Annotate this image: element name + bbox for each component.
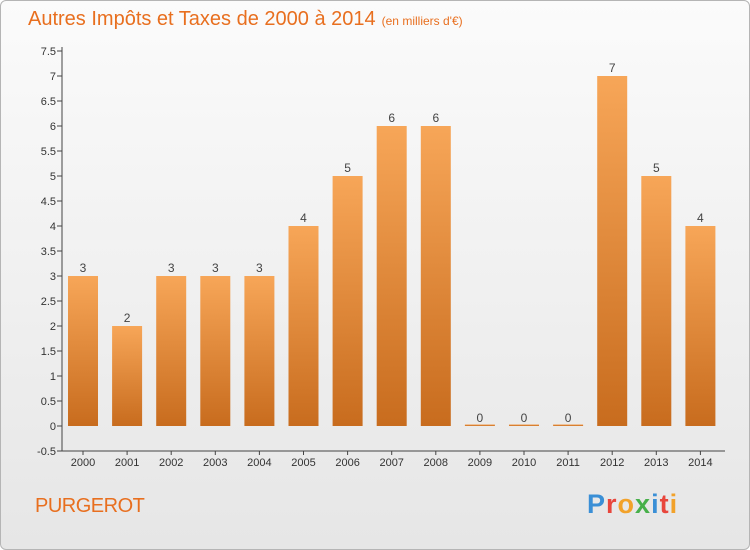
data-label: 2: [124, 311, 131, 325]
y-tick-label: 5: [50, 171, 56, 183]
data-label: 3: [80, 261, 87, 275]
data-label: 3: [212, 261, 219, 275]
bar: [200, 276, 231, 426]
bar: [553, 424, 584, 426]
bar: [597, 76, 628, 426]
x-tick-label: 2013: [644, 457, 668, 469]
x-tick-label: 2000: [71, 457, 95, 469]
y-tick-label: 4.5: [41, 196, 56, 208]
bar: [112, 326, 143, 426]
y-tick-label: 6: [50, 121, 56, 133]
data-label: 3: [168, 261, 175, 275]
y-tick-label: 2: [50, 321, 56, 333]
data-label: 0: [521, 411, 528, 425]
x-tick-label: 2003: [203, 457, 227, 469]
logo-letter: t: [659, 489, 670, 519]
data-label: 6: [432, 111, 439, 125]
logo-letter: o: [617, 489, 636, 519]
x-tick-label: 2009: [468, 457, 492, 469]
bar: [464, 424, 495, 426]
bar: [244, 276, 275, 426]
bar: [68, 276, 98, 426]
y-tick-label: 0: [50, 421, 56, 433]
data-label: 4: [697, 211, 704, 225]
y-tick-label: 1.5: [41, 346, 56, 358]
bar: [156, 276, 187, 426]
logo-letter: i: [669, 489, 679, 519]
chart-title-block: Autres Impôts et Taxes de 2000 à 2014 (en…: [28, 8, 463, 31]
x-tick-label: 2011: [556, 457, 580, 469]
bar: [641, 176, 672, 426]
data-label: 7: [609, 61, 616, 75]
commune-name: PURGEROT: [35, 495, 145, 517]
bar: [332, 176, 363, 426]
x-tick-label: 2002: [159, 457, 183, 469]
data-label: 6: [388, 111, 395, 125]
data-label: 3: [256, 261, 263, 275]
bar: [376, 126, 407, 426]
y-tick-label: 1: [50, 371, 56, 383]
x-tick-label: 2004: [247, 457, 271, 469]
logo-letter: i: [651, 489, 660, 519]
data-label: 5: [653, 161, 660, 175]
y-tick-label: 0.5: [41, 396, 56, 408]
y-tick-label: 3: [50, 271, 56, 283]
data-label: 0: [477, 411, 484, 425]
y-tick-label: 2.5: [41, 296, 56, 308]
x-tick-label: 2006: [335, 457, 359, 469]
x-tick-label: 2007: [379, 457, 403, 469]
unit-note: (en milliers d'€): [381, 14, 463, 28]
proxiti-logo: Proxiti: [587, 489, 678, 520]
data-label: 5: [344, 161, 351, 175]
x-tick-label: 2001: [115, 457, 139, 469]
logo-letter: r: [606, 489, 618, 519]
x-tick-label: 2008: [424, 457, 448, 469]
y-tick-label: 7: [50, 71, 56, 83]
logo-letter: P: [587, 489, 607, 519]
bar: [685, 226, 716, 426]
y-tick-label: 5.5: [41, 146, 56, 158]
y-tick-label: 3.5: [41, 246, 56, 258]
chart-title: Autres Impôts et Taxes de 2000 à 2014: [28, 8, 376, 30]
bar: [288, 226, 319, 426]
y-tick-label: 7.5: [41, 46, 56, 58]
y-tick-label: -0.5: [37, 446, 56, 458]
y-tick-label: 6.5: [41, 96, 56, 108]
bar: [420, 126, 451, 426]
bar: [509, 424, 539, 426]
x-tick-label: 2010: [512, 457, 536, 469]
x-tick-label: 2014: [688, 457, 712, 469]
logo-letter: x: [635, 489, 652, 519]
y-tick-label: 4: [50, 221, 56, 233]
x-tick-label: 2005: [291, 457, 315, 469]
data-label: 0: [565, 411, 572, 425]
data-label: 4: [300, 211, 307, 225]
x-tick-label: 2012: [600, 457, 624, 469]
